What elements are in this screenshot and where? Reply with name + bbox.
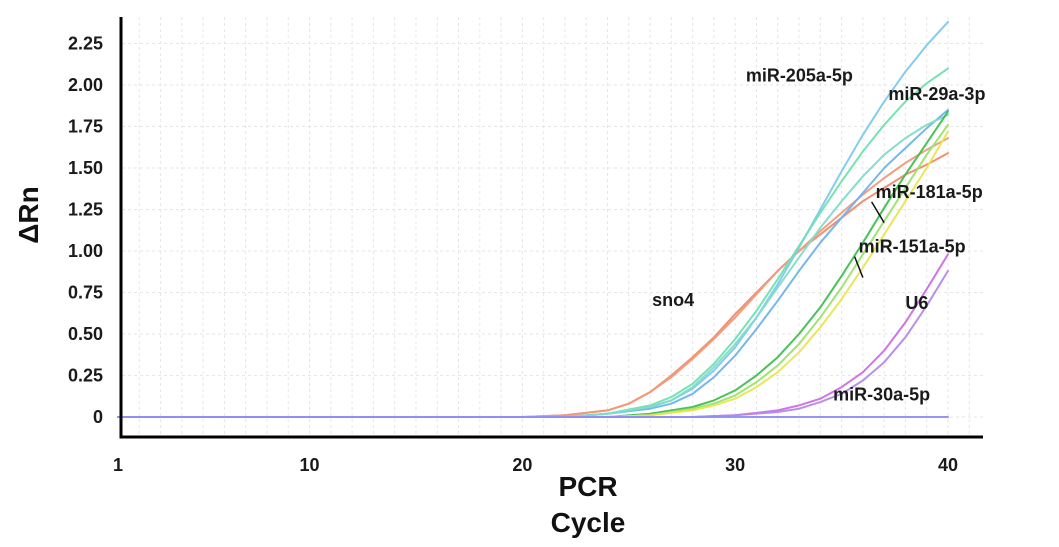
- x-tick-label: 10: [300, 455, 320, 475]
- x-tick-label: 1: [113, 455, 123, 475]
- y-tick-label: 2.00: [68, 75, 103, 95]
- x-tick-label: 40: [938, 455, 958, 475]
- x-tick-labels: 1 10 20 30 40: [113, 455, 958, 475]
- y-tick-label: 1.75: [68, 117, 103, 137]
- series-line-6: [117, 110, 949, 418]
- series-label: sno4: [652, 290, 694, 310]
- y-tick-label: 0: [93, 407, 103, 427]
- y-tick-label: 1.25: [68, 200, 103, 220]
- y-tick-label: 2.25: [68, 34, 103, 54]
- label-pointer-line: [870, 201, 885, 224]
- series-label: miR-29a-3p: [888, 84, 985, 104]
- y-tick-label: 0.75: [68, 283, 103, 303]
- series-label: U6: [905, 293, 928, 313]
- label-pointer-line: [853, 256, 864, 278]
- x-tick-label: 30: [725, 455, 745, 475]
- series-label: miR-205a-5p: [746, 66, 853, 86]
- y-tick-label: 0.50: [68, 324, 103, 344]
- series-label: miR-30a-5p: [833, 384, 930, 404]
- series-line-1: [117, 137, 949, 418]
- series-line-0: [117, 152, 949, 418]
- y-tick-label: 1.50: [68, 158, 103, 178]
- series-label: miR-151a-5p: [859, 237, 966, 257]
- series-labels: sno4 miR-205a-5p miR-29a-3p miR-181a-5p miR-…: [652, 66, 985, 405]
- series-line-3: [117, 108, 949, 418]
- series-line-8: [117, 130, 949, 418]
- grid: [122, 17, 983, 436]
- x-axis-title-line1: PCR: [558, 471, 617, 502]
- series-label: miR-181a-5p: [876, 182, 983, 202]
- axes: [119, 17, 983, 439]
- series-line-4: [117, 67, 949, 418]
- y-tick-label: 0.25: [68, 366, 103, 386]
- series-line-5: [117, 113, 949, 418]
- y-axis-title: ΔRn: [13, 186, 44, 243]
- series-line-10: [117, 269, 949, 418]
- x-axis-title-line2: Cycle: [551, 507, 626, 538]
- series-line-7: [117, 123, 949, 418]
- series-lines: [117, 20, 949, 418]
- x-tick-label: 20: [512, 455, 532, 475]
- y-tick-label: 1.00: [68, 241, 103, 261]
- y-tick-labels: 0 0.25 0.50 0.75 1.00 1.25 1.50 1.75 2.00 2.25: [68, 34, 103, 428]
- series-line-9: [117, 253, 949, 418]
